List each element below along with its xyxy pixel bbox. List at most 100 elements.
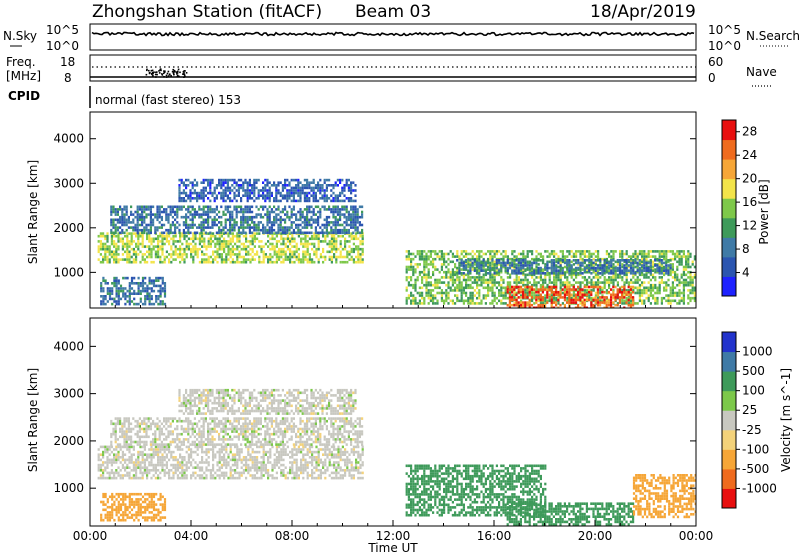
power-cell [678, 278, 681, 282]
power-cell [418, 257, 421, 261]
power-cell [621, 252, 624, 256]
power-cell [447, 268, 450, 271]
power-cell [614, 293, 617, 297]
power-cell [268, 218, 271, 222]
power-cell [242, 247, 245, 251]
power-cell [207, 215, 210, 219]
power-cell [541, 285, 544, 289]
power-cell [300, 240, 303, 243]
power-cell [506, 259, 509, 262]
power-cell [111, 302, 114, 306]
power-cell [273, 250, 276, 254]
power-cell [132, 253, 135, 256]
power-cell [200, 226, 203, 229]
power-cell [301, 186, 304, 190]
power-cell [665, 257, 668, 261]
power-cell [280, 247, 283, 251]
power-cell [189, 218, 192, 222]
power-cell [233, 178, 236, 182]
freq-dot [152, 72, 154, 75]
power-cell [676, 273, 679, 277]
power-cell [334, 228, 337, 232]
power-cell [539, 266, 542, 270]
power-cell [146, 234, 149, 238]
power-cell [137, 242, 140, 246]
power-cell [275, 242, 278, 246]
power-cell [128, 302, 131, 306]
power-cell [588, 250, 591, 253]
velocity-cell [130, 456, 133, 459]
power-cell [513, 259, 516, 262]
power-cell [112, 210, 115, 214]
power-cell [345, 197, 348, 200]
power-cell [579, 273, 582, 277]
velocity-cell [128, 450, 131, 454]
power-cell [192, 234, 195, 238]
power-cell [473, 302, 476, 305]
velocity-cell [102, 445, 105, 449]
power-cell [133, 302, 136, 306]
power-cell [336, 208, 339, 211]
power-cell [357, 258, 360, 261]
power-cell [467, 296, 470, 300]
power-cell [645, 266, 648, 270]
power-cell [141, 240, 144, 243]
power-cell [480, 269, 483, 272]
power-cell [290, 189, 293, 192]
power-cell [114, 218, 117, 222]
power-cell [110, 221, 113, 224]
power-cell [410, 291, 413, 295]
power-cell [464, 259, 468, 262]
power-cell [491, 281, 494, 284]
power-cell [225, 245, 228, 248]
power-cell [504, 261, 507, 265]
power-cell [608, 276, 611, 279]
power-cell [319, 226, 322, 229]
power-cell [295, 223, 298, 227]
power-cell [225, 255, 228, 259]
power-cell [161, 302, 164, 306]
power-cell [148, 247, 151, 251]
power-cell [495, 250, 498, 253]
power-cell [616, 259, 619, 262]
power-cell [233, 186, 236, 190]
power-cell [247, 250, 250, 254]
power-cell [436, 291, 439, 295]
power-cell [627, 269, 630, 272]
power-cell [645, 255, 648, 258]
power-cell [339, 178, 342, 182]
power-cell [352, 237, 355, 241]
power-cell [559, 264, 562, 267]
power-cell [202, 205, 205, 209]
power-cell [163, 258, 166, 261]
power-cell [687, 250, 690, 253]
power-cell [174, 245, 177, 248]
power-cell [148, 240, 151, 243]
power-cell [218, 242, 221, 246]
power-cell [251, 205, 254, 209]
power-cell [643, 264, 646, 267]
power-cell [104, 302, 107, 306]
power-cell [443, 281, 446, 284]
power-cell [196, 226, 199, 229]
power-cell [100, 300, 103, 303]
power-cell [467, 257, 470, 261]
velocity-cell [113, 461, 116, 464]
power-cell [297, 189, 300, 192]
power-cell [407, 296, 410, 300]
power-cell [649, 283, 652, 287]
power-cell [407, 294, 410, 297]
power-cell [121, 237, 124, 241]
power-cell [643, 291, 646, 295]
power-cell [116, 228, 119, 232]
power-cell [423, 250, 426, 253]
power-cell [607, 301, 610, 304]
power-cell [654, 291, 657, 295]
power-cell [583, 301, 586, 304]
power-cell [236, 237, 239, 241]
power-cell [268, 199, 271, 203]
power-cell [224, 186, 227, 190]
power-cell [174, 223, 177, 227]
power-cell [636, 255, 639, 258]
power-cell [237, 205, 240, 209]
